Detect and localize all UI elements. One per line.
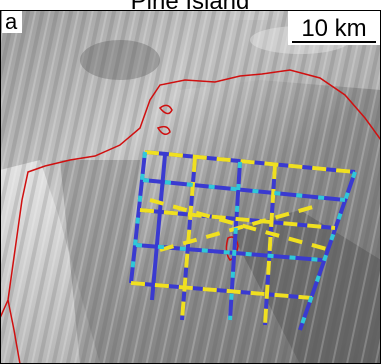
figure-panel: Pine Island a 10 km [0,0,381,364]
panel-label: a [5,9,18,34]
map: Pine Island a 10 km [0,0,381,364]
satellite-image [0,10,381,364]
title: Pine Island [131,0,250,15]
scale-label: 10 km [301,15,366,42]
